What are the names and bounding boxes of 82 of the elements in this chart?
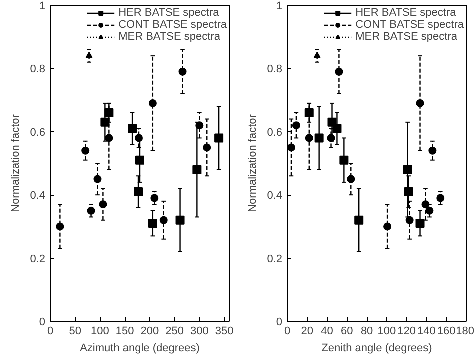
x-axis-title: Azimuth angle (degrees) — [80, 342, 200, 354]
x-tick-label: 350 — [215, 326, 234, 338]
y-tick-label: 0.8 — [267, 64, 283, 76]
point — [304, 108, 314, 118]
point — [214, 134, 224, 143]
point — [82, 146, 90, 155]
point — [86, 52, 93, 58]
y-tick-label: 0.6 — [267, 126, 283, 139]
point — [56, 222, 64, 231]
point — [404, 187, 414, 196]
legend-label: CONT BATSE spectra — [356, 19, 464, 31]
legend-label: HER BATSE spectra — [118, 7, 220, 19]
point — [347, 175, 356, 184]
x-tick-label: 120 — [398, 326, 416, 338]
y-tick-label: 0.6 — [30, 126, 46, 139]
point — [87, 206, 96, 215]
point — [160, 216, 168, 224]
point — [105, 134, 114, 142]
y-tick-label: 0.8 — [30, 64, 46, 76]
point — [100, 118, 110, 127]
point — [416, 99, 424, 108]
point — [340, 156, 349, 165]
x-tick-label: 140 — [418, 326, 436, 338]
point — [305, 134, 314, 142]
point — [134, 187, 144, 196]
legend-label: MER BATSE spectra — [356, 31, 458, 43]
y-tick-label: 1 — [39, 0, 46, 12]
point — [94, 175, 102, 184]
point — [335, 68, 344, 76]
x-tick-label: 200 — [140, 326, 160, 338]
y-tick-label: 0.2 — [30, 253, 46, 266]
x-axis-title: Zenith angle (degrees) — [322, 342, 432, 354]
point — [288, 144, 296, 152]
legend-label: CONT BATSE spectra — [118, 19, 227, 31]
point — [136, 156, 144, 165]
point — [178, 68, 187, 76]
point — [150, 194, 159, 202]
x-tick-label: 160 — [437, 326, 456, 338]
y-axis-title: Normalization factor — [10, 114, 22, 212]
point — [426, 206, 434, 215]
y-axis-title: Normalization factor — [247, 114, 260, 212]
point — [128, 124, 138, 134]
y-tick-label: 0 — [39, 316, 46, 328]
x-tick-label: 150 — [116, 326, 134, 338]
y-tick-label: 0.4 — [30, 190, 46, 202]
point — [104, 108, 114, 118]
x-tick-label: 80 — [360, 326, 374, 338]
x-tick-label: 100 — [91, 326, 110, 338]
point — [332, 124, 342, 134]
point — [436, 194, 445, 202]
x-tick-label: 60 — [341, 326, 354, 338]
legend-label: MER BATSE spectra — [118, 31, 220, 43]
point — [314, 52, 321, 58]
point — [428, 146, 437, 155]
x-tick-label: 180 — [456, 326, 474, 338]
x-tick-label: 40 — [321, 326, 334, 338]
point — [314, 134, 324, 143]
point — [416, 219, 425, 228]
point — [176, 216, 185, 225]
y-tick-label: 0 — [276, 316, 283, 328]
x-tick-label: 20 — [301, 326, 314, 338]
point — [422, 200, 430, 209]
x-tick-label: 300 — [190, 326, 209, 338]
point — [292, 122, 300, 130]
point — [192, 165, 202, 174]
x-tick-label: 0 — [284, 326, 291, 338]
x-tick-label: 100 — [378, 326, 396, 338]
y-tick-label: 0.2 — [267, 253, 283, 266]
x-tick-label: 0 — [47, 326, 54, 338]
point — [403, 165, 412, 174]
legend-label: HER BATSE spectra — [356, 7, 456, 19]
y-tick-label: 0.4 — [267, 190, 283, 202]
point — [148, 99, 157, 108]
point — [99, 200, 108, 209]
y-tick-label: 1 — [276, 0, 283, 12]
point — [135, 134, 144, 142]
x-tick-label: 250 — [166, 326, 184, 338]
point — [354, 216, 364, 225]
point — [384, 222, 392, 231]
x-tick-label: 50 — [69, 326, 82, 338]
point — [203, 144, 212, 152]
point — [148, 219, 158, 228]
